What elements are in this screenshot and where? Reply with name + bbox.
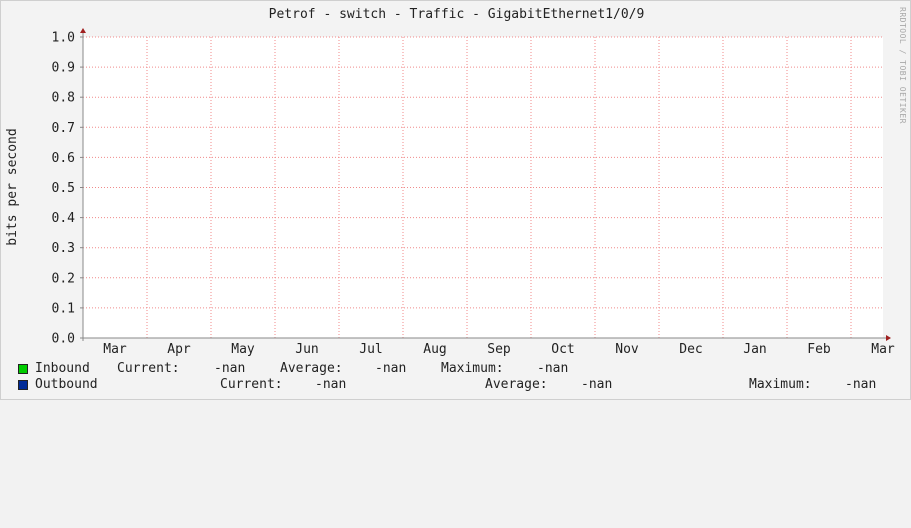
y-tick-label: 1.0 [52, 31, 75, 46]
inbound-maximum-value: -nan [537, 361, 569, 376]
y-tick-label: 0.4 [52, 211, 76, 226]
y-tick-label: 0.5 [52, 181, 75, 196]
y-tick-label: 0.1 [52, 301, 75, 316]
outbound-average-label: Average: [485, 377, 548, 392]
inbound-current-value: -nan [214, 361, 246, 376]
y-tick-label: 0.8 [52, 91, 75, 106]
x-tick-label: Oct [551, 342, 574, 357]
legend-inbound: Inbound Current: -nan Average: -nan Maxi… [18, 361, 568, 376]
x-tick-label: Aug [423, 342, 446, 357]
y-tick-label: 0.7 [52, 121, 75, 136]
y-axis-arrow [80, 28, 86, 33]
x-tick-label: Sep [487, 342, 511, 357]
x-tick-labels: Mar Apr May Jun Jul Aug Sep Oct Nov Dec Jan Feb Mar [103, 342, 895, 357]
outbound-swatch [18, 380, 28, 390]
inbound-current-label: Current: [117, 361, 180, 376]
y-tick-label: 0.0 [52, 332, 75, 347]
y-tick-label: 0.6 [52, 151, 75, 166]
x-tick-label: Apr [167, 342, 191, 357]
outbound-average-value: -nan [581, 377, 613, 392]
legend-outbound: Outbound Current: -nan Average: -nan Max… [18, 377, 876, 392]
inbound-maximum-label: Maximum: [441, 361, 504, 376]
y-tick-label: 0.9 [52, 61, 75, 76]
x-tick-label: Jul [359, 342, 382, 357]
chart-title: Petrof - switch - Traffic - GigabitEther… [268, 7, 645, 22]
chart-area: 0.0 0.1 0.2 0.3 0.4 0.5 0.6 0.7 0.8 0.9 1.0 Mar Apr… [5, 28, 895, 357]
x-tick-label: Dec [679, 342, 702, 357]
axes [80, 28, 891, 341]
y-tick-labels: 0.0 0.1 0.2 0.3 0.4 0.5 0.6 0.7 0.8 0.9 1.0 [52, 31, 76, 347]
grid [83, 36, 883, 338]
outbound-current-value: -nan [315, 377, 347, 392]
x-tick-label: May [231, 342, 255, 357]
x-tick-label: Jun [295, 342, 318, 357]
inbound-label: Inbound [35, 361, 90, 376]
y-tick-label: 0.2 [52, 271, 75, 286]
inbound-average-value: -nan [375, 361, 407, 376]
graph-frame: Petrof - switch - Traffic - GigabitEther… [0, 0, 911, 400]
outbound-maximum-value: -nan [845, 377, 877, 392]
outbound-label: Outbound [35, 377, 98, 392]
y-tick-label: 0.3 [52, 241, 75, 256]
x-axis-arrow [886, 335, 891, 341]
outbound-maximum-label: Maximum: [749, 377, 812, 392]
inbound-swatch [18, 364, 28, 374]
x-tick-label: Jan [743, 342, 766, 357]
x-tick-label: Feb [807, 342, 831, 357]
x-tick-label: Nov [615, 342, 639, 357]
x-tick-label: Mar [103, 342, 127, 357]
y-axis-label: bits per second [5, 128, 20, 245]
inbound-average-label: Average: [280, 361, 343, 376]
x-tick-label: Mar [871, 342, 895, 357]
rrdtool-watermark: RRDTOOL / TOBI OETIKER [898, 7, 907, 124]
outbound-current-label: Current: [220, 377, 283, 392]
